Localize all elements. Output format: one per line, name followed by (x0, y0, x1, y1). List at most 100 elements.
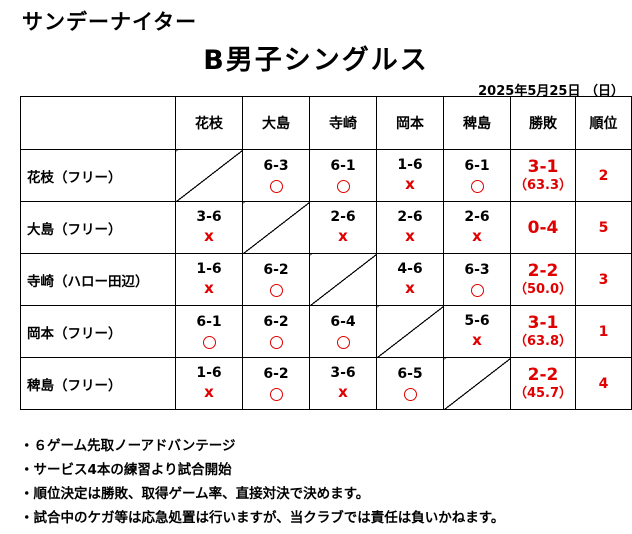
match-score: 6-1 (196, 313, 222, 330)
match-score: 3-6 (196, 209, 222, 225)
match-cell: 3-6 x (309, 357, 377, 410)
record-cell: 0-4 (510, 201, 576, 254)
match-score: 6-3 (263, 157, 289, 174)
column-header: 稗島 (443, 96, 511, 150)
lose-cross-icon: x (377, 174, 443, 195)
win-circle-icon (310, 331, 376, 351)
table-row: 稗島（フリー） 1-6 x 6-2 3-6 x 6-5 2-2 （45.7） 4 (20, 357, 632, 410)
match-cell: 6-1 (175, 305, 243, 358)
header-row: 花枝 大島 寺崎 岡本 稗島 勝敗 順位 (20, 96, 632, 150)
table-row: 岡本（フリー） 6-1 6-2 6-4 5-6 x 3-1 （63.8） 1 (20, 305, 632, 358)
win-circle-icon (243, 175, 309, 195)
match-cell: 6-1 (443, 149, 511, 202)
match-cell: 6-1 (309, 149, 377, 202)
match-score: 6-3 (464, 261, 490, 278)
game-rate: （63.3） (513, 177, 573, 193)
table-row: 花枝（フリー） 6-3 6-1 1-6 x 6-1 3-1 （63.3） 2 (20, 149, 632, 202)
circle-icon (269, 335, 283, 349)
win-circle-icon (310, 175, 376, 195)
win-circle-icon (444, 175, 510, 195)
match-score: 1-6 (397, 157, 423, 173)
event-date: 2025年5月25日 （日） (478, 84, 624, 99)
table-row: 寺崎（ハロー田辺） 1-6 x 6-2 4-6 x 6-3 2-2 （50.0） 3 (20, 253, 632, 306)
note-item: ・６ゲーム先取ノーアドバンテージ (20, 438, 236, 454)
lose-cross-icon: x (310, 382, 376, 403)
self-match-cell (376, 305, 444, 358)
event-title: サンデーナイター (22, 10, 198, 34)
lose-cross-icon: x (176, 226, 242, 247)
page-title: B男子シングルス (203, 45, 429, 76)
lose-cross-icon: x (310, 226, 376, 247)
column-header: 寺崎 (309, 96, 377, 150)
win-circle-icon (444, 279, 510, 299)
match-score: 6-2 (263, 313, 289, 330)
note-item: ・サービス4本の練習より試合開始 (20, 462, 232, 478)
note-item: ・試合中のケガ等は応急処置は行いますが、当クラブでは責任は負いかねます。 (20, 510, 505, 526)
win-loss-record: 3-1 (527, 156, 559, 177)
circle-icon (470, 179, 484, 193)
cross-icon: x (338, 227, 348, 245)
cross-icon: x (204, 227, 214, 245)
match-score: 6-1 (464, 157, 490, 174)
match-cell: 6-3 (443, 253, 511, 306)
match-cell: 6-2 (242, 253, 310, 306)
match-cell: 2-6 x (443, 201, 511, 254)
game-rate: （63.8） (513, 333, 573, 349)
win-loss-record: 0-4 (527, 217, 559, 238)
circle-icon (269, 283, 283, 297)
record-cell: 3-1 （63.8） (510, 305, 576, 358)
match-score: 6-5 (397, 365, 423, 382)
player-name: 花枝（フリー） (20, 149, 176, 202)
table-row: 大島（フリー） 3-6 x 2-6 x 2-6 x 2-6 x 0-4 5 (20, 201, 632, 254)
win-circle-icon (243, 383, 309, 403)
circle-icon (470, 283, 484, 297)
match-score: 1-6 (196, 261, 222, 277)
self-match-cell (242, 201, 310, 254)
lose-cross-icon: x (176, 278, 242, 299)
match-cell: 1-6 x (175, 253, 243, 306)
lose-cross-icon: x (176, 382, 242, 403)
cross-icon: x (204, 383, 214, 401)
win-loss-record: 2-2 (527, 260, 559, 281)
match-cell: 6-2 (242, 357, 310, 410)
win-circle-icon (176, 331, 242, 351)
match-cell: 6-4 (309, 305, 377, 358)
circle-icon (269, 387, 283, 401)
match-score: 4-6 (397, 261, 423, 277)
match-cell: 6-3 (242, 149, 310, 202)
self-match-cell (175, 149, 243, 202)
player-name: 大島（フリー） (20, 201, 176, 254)
lose-cross-icon: x (377, 226, 443, 247)
self-match-cell (309, 253, 377, 306)
match-score: 6-2 (263, 261, 289, 278)
column-header: 岡本 (376, 96, 444, 150)
game-rate: （50.0） (513, 281, 573, 297)
cross-icon: x (405, 175, 415, 193)
match-cell: 6-2 (242, 305, 310, 358)
column-header-rank: 順位 (575, 96, 632, 150)
lose-cross-icon: x (444, 226, 510, 247)
record-cell: 2-2 （45.7） (510, 357, 576, 410)
match-score: 1-6 (196, 365, 222, 381)
win-circle-icon (377, 383, 443, 403)
column-header: 花枝 (175, 96, 243, 150)
lose-cross-icon: x (377, 278, 443, 299)
match-cell: 2-6 x (309, 201, 377, 254)
cross-icon: x (405, 227, 415, 245)
record-cell: 2-2 （50.0） (510, 253, 576, 306)
self-match-cell (443, 357, 511, 410)
game-rate: （45.7） (513, 385, 573, 401)
match-score: 2-6 (397, 209, 423, 225)
match-cell: 2-6 x (376, 201, 444, 254)
column-header: 大島 (242, 96, 310, 150)
match-cell: 1-6 x (376, 149, 444, 202)
lose-cross-icon: x (444, 330, 510, 351)
rank-cell: 3 (575, 253, 632, 306)
record-cell: 3-1 （63.3） (510, 149, 576, 202)
notes-list: ・６ゲーム先取ノーアドバンテージ ・サービス4本の練習より試合開始 ・順位決定は… (20, 434, 504, 530)
win-loss-record: 3-1 (527, 312, 559, 333)
win-circle-icon (243, 279, 309, 299)
rank-cell: 2 (575, 149, 632, 202)
note-item: ・順位決定は勝敗、取得ゲーム率、直接対決で決めます。 (20, 486, 370, 502)
match-score: 6-2 (263, 365, 289, 382)
